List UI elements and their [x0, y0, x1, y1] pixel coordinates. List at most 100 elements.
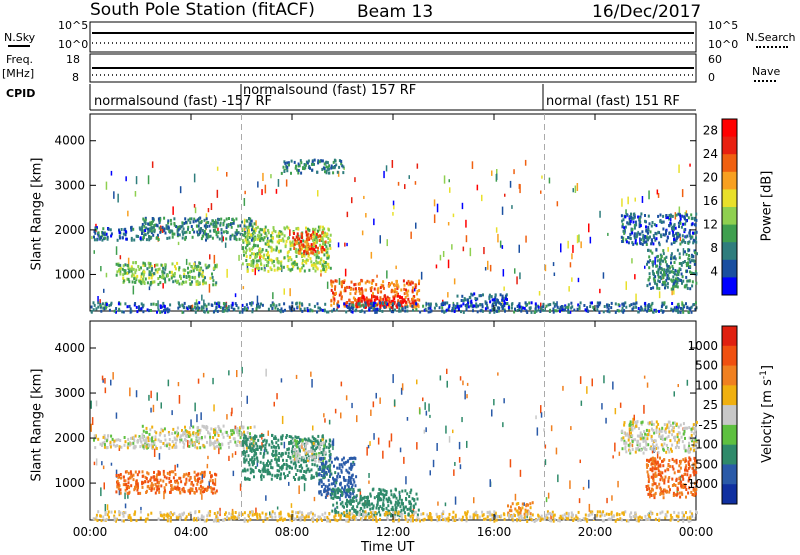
echo-cell	[233, 437, 235, 440]
echo-cell	[141, 481, 143, 484]
echo-cell	[328, 479, 330, 482]
echo-cell	[393, 205, 395, 209]
echo-cell	[652, 310, 654, 313]
echo-cell	[265, 185, 267, 194]
echo-cell	[228, 305, 230, 308]
echo-cell	[326, 311, 328, 314]
echo-cell	[295, 466, 297, 469]
echo-cell	[130, 437, 132, 440]
echo-cell	[215, 281, 217, 284]
echo-cell	[262, 173, 264, 181]
echo-cell	[180, 480, 182, 483]
echo-cell	[171, 432, 173, 435]
echo-cell	[633, 213, 635, 216]
echo-cell	[123, 311, 125, 314]
echo-cell	[317, 302, 319, 305]
echo-cell	[692, 232, 694, 235]
echo-cell	[163, 229, 165, 232]
echo-cell	[403, 507, 405, 510]
echo-cell	[302, 442, 304, 445]
echo-cell	[621, 198, 623, 206]
echo-cell	[143, 273, 145, 276]
echo-cell	[326, 232, 328, 235]
echo-cell	[491, 308, 493, 311]
echo-cell	[312, 231, 314, 234]
echo-cell	[647, 307, 649, 310]
echo-cell	[380, 235, 382, 243]
echo-cell	[658, 276, 660, 279]
echo-cell	[133, 286, 135, 295]
echo-cell	[340, 292, 342, 295]
echo-cell	[675, 280, 677, 283]
echo-cell	[429, 415, 431, 418]
echo-cell	[253, 260, 255, 263]
echo-cell	[353, 463, 355, 466]
echo-cell	[246, 255, 248, 258]
echo-cell	[302, 474, 304, 477]
echo-cell	[201, 305, 203, 308]
echo-cell	[214, 431, 216, 434]
echo-cell	[299, 465, 301, 468]
echo-cell	[665, 306, 667, 309]
echo-cell	[578, 234, 580, 242]
echo-cell	[485, 267, 487, 271]
echo-cell	[557, 201, 559, 206]
echo-cell	[401, 490, 403, 493]
echo-cell	[196, 490, 198, 493]
echo-cell	[276, 258, 278, 261]
echo-cell	[325, 241, 327, 244]
echo-cell	[273, 445, 275, 448]
echo-cell	[286, 169, 288, 172]
echo-cell	[243, 286, 245, 289]
echo-cell	[189, 426, 191, 429]
colorbar-segment	[722, 260, 737, 278]
echo-cell	[352, 311, 354, 314]
echo-cell	[192, 276, 194, 279]
echo-cell	[671, 227, 673, 230]
echo-cell	[278, 260, 280, 263]
echo-cell	[371, 503, 373, 506]
echo-cell	[217, 167, 219, 171]
echo-cell	[410, 509, 412, 512]
echo-cell	[342, 165, 344, 168]
echo-cell	[682, 311, 684, 314]
echo-cell	[583, 304, 585, 307]
echo-cell	[413, 505, 415, 508]
echo-cell	[462, 381, 464, 386]
echo-cell	[255, 220, 256, 226]
echo-cell	[300, 161, 302, 164]
echo-cell	[520, 310, 522, 313]
echo-cell	[430, 470, 432, 475]
echo-cell	[345, 461, 347, 464]
echo-cell	[674, 223, 676, 226]
echo-cell	[194, 204, 196, 208]
echo-cell	[649, 259, 651, 262]
echo-cell	[162, 226, 164, 229]
echo-cell	[256, 260, 258, 263]
echo-cell	[283, 302, 285, 305]
echo-cell	[540, 191, 542, 194]
echo-cell	[691, 311, 693, 314]
echo-cell	[154, 442, 156, 445]
echo-cell	[265, 258, 267, 261]
echo-cell	[695, 219, 697, 222]
echo-cell	[262, 440, 264, 443]
echo-cell	[535, 302, 537, 305]
echo-cell	[402, 307, 404, 310]
echo-cell	[148, 230, 150, 233]
echo-cell	[209, 471, 211, 474]
echo-cell	[251, 470, 253, 473]
echo-cell	[309, 303, 311, 306]
echo-cell	[178, 282, 180, 285]
echo-cell	[355, 475, 357, 478]
echo-cell	[623, 232, 625, 235]
echo-cell	[104, 378, 106, 384]
echo-cell	[111, 463, 113, 466]
echo-cell	[183, 275, 185, 278]
echo-cell	[281, 172, 283, 175]
echo-cell	[343, 479, 345, 482]
echo-cell	[323, 457, 325, 460]
echo-cell	[125, 271, 127, 274]
echo-cell	[158, 217, 160, 220]
echo-cell	[150, 271, 152, 274]
